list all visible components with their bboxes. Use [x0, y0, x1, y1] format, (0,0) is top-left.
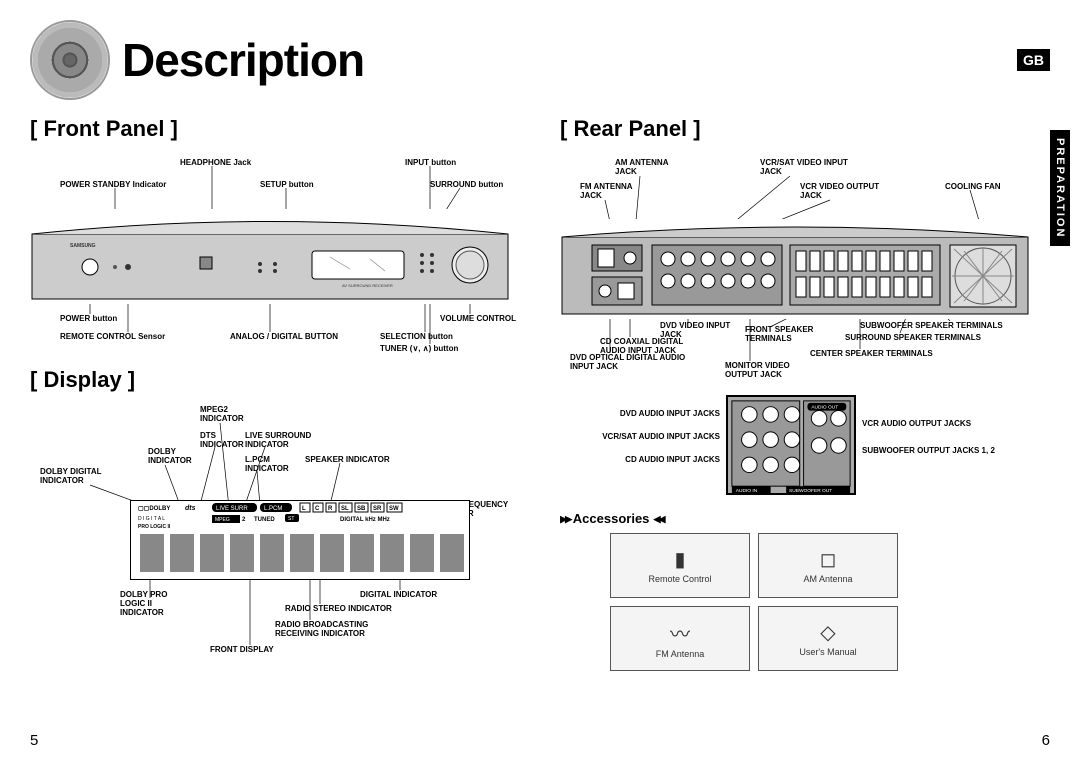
label-dvd-optical: DVD OPTICAL DIGITAL AUDIO INPUT JACK — [570, 353, 685, 371]
speaker-illustration-icon — [30, 20, 110, 100]
svg-text:L.PCM: L.PCM — [264, 506, 282, 512]
svg-text:SL: SL — [341, 506, 349, 512]
svg-text:R: R — [328, 506, 333, 512]
brand-text: SAMSUNG — [70, 243, 96, 249]
front-panel-heading: [ Front Panel ] — [30, 116, 530, 142]
label-dolby-pl2: DOLBY PRO LOGIC II INDICATOR — [120, 590, 167, 617]
label-center-term: CENTER SPEAKER TERMINALS — [810, 349, 933, 358]
svg-text:TUNED: TUNED — [254, 517, 275, 523]
label-dvd-audio: DVD AUDIO INPUT JACKS — [560, 409, 720, 418]
remote-icon: ▮ — [674, 547, 685, 572]
svg-text:dts: dts — [185, 505, 196, 512]
label-cd-audio: CD AUDIO INPUT JACKS — [560, 455, 720, 464]
audio-jacks-detail: DVD AUDIO INPUT JACKS VCR/SAT AUDIO INPU… — [560, 395, 1040, 495]
accessory-am-ant: ◻ AM Antenna — [758, 533, 898, 598]
label-monitor-out: MONITOR VIDEO OUTPUT JACK — [725, 361, 790, 379]
label-selection: SELECTION button — [380, 332, 453, 341]
rear-panel-diagram: AM ANTENNA JACK VCR/SAT VIDEO INPUT JACK… — [560, 154, 1040, 389]
page-title: Description — [122, 33, 364, 87]
accessory-label: Remote Control — [648, 574, 711, 584]
accessories-grid: ▮Remote Control ◻AM Antenna 〰FM Antenna … — [610, 533, 1040, 671]
accessories-title: Accessories — [573, 511, 650, 526]
label-front-spk: FRONT SPEAKER TERMINALS — [745, 325, 813, 343]
label-power-button: POWER button — [60, 314, 117, 323]
label-sub-term: SUBWOOFER SPEAKER TERMINALS — [860, 321, 1003, 330]
front-panel-diagram: HEADPHONE Jack INPUT button POWER STANDB… — [30, 154, 530, 359]
svg-text:SR: SR — [373, 506, 382, 512]
accessory-label: User's Manual — [799, 647, 856, 657]
svg-text:LIVE SURR: LIVE SURR — [216, 506, 248, 512]
fm-antenna-icon: 〰 — [670, 618, 690, 647]
svg-text:L: L — [302, 506, 306, 512]
svg-text:D I G I T A L: D I G I T A L — [138, 516, 165, 522]
svg-text:SB: SB — [357, 506, 366, 512]
svg-text:AUDIO OUT: AUDIO OUT — [811, 405, 838, 411]
manual-icon: ◇ — [820, 620, 835, 645]
label-tuner: TUNER (∨, ∧) button — [380, 344, 458, 353]
svg-text:DIGITAL kHz MHz: DIGITAL kHz MHz — [340, 517, 390, 523]
accessory-label: AM Antenna — [803, 574, 852, 584]
label-front-disp: FRONT DISPLAY — [210, 645, 274, 654]
language-tag: GB — [1017, 49, 1050, 71]
label-vcrsat-audio: VCR/SAT AUDIO INPUT JACKS — [560, 432, 720, 441]
am-antenna-icon: ◻ — [820, 547, 837, 572]
accessory-fm-ant: 〰 FM Antenna — [610, 606, 750, 671]
label-volume: VOLUME CONTROL — [440, 314, 516, 323]
label-sub-out: SUBWOOFER OUTPUT JACKS 1, 2 — [862, 446, 1022, 455]
display-diagram: MPEG2 INDICATOR DTS INDICATOR LIVE SURRO… — [30, 405, 530, 700]
svg-text:MPEG: MPEG — [215, 517, 230, 523]
display-heading: [ Display ] — [30, 367, 530, 393]
page-number-right: 6 — [1042, 732, 1050, 749]
accessory-label: FM Antenna — [656, 649, 705, 659]
svg-text:AV SURROUND RECEIVER: AV SURROUND RECEIVER — [342, 283, 393, 288]
svg-text:AUDIO IN: AUDIO IN — [736, 488, 758, 494]
label-remote-sensor: REMOTE CONTROL Sensor — [60, 332, 165, 341]
svg-text:▢▢DOLBY: ▢▢DOLBY — [138, 506, 170, 512]
accessory-remote: ▮ Remote Control — [610, 533, 750, 598]
arrow-left-icon: ◀◀ — [653, 512, 663, 527]
arrow-right-icon: ▶▶ — [560, 512, 570, 527]
svg-text:ST: ST — [288, 516, 294, 522]
rear-panel-heading: [ Rear Panel ] — [560, 116, 1040, 142]
label-analog-dig: ANALOG / DIGITAL BUTTON — [230, 332, 338, 341]
svg-text:SW: SW — [389, 506, 399, 512]
page-number-left: 5 — [30, 732, 38, 749]
label-vcr-audio-out: VCR AUDIO OUTPUT JACKS — [862, 419, 1022, 428]
label-radio-st: RADIO STEREO INDICATOR — [285, 604, 392, 613]
svg-text:C: C — [315, 506, 320, 512]
accessory-manual: ◇ User's Manual — [758, 606, 898, 671]
label-surr-term: SURROUND SPEAKER TERMINALS — [845, 333, 981, 342]
svg-text:SUBWOOFER OUT: SUBWOOFER OUT — [789, 488, 832, 494]
section-side-tab: PREPARATION — [1050, 130, 1070, 246]
label-radio-bc: RADIO BROADCASTING RECEIVING INDICATOR — [275, 620, 368, 638]
svg-text:PRO LOGIC II: PRO LOGIC II — [138, 524, 171, 530]
label-digital: DIGITAL INDICATOR — [360, 590, 437, 599]
accessories-heading: ▶▶ Accessories ◀◀ — [560, 511, 1040, 527]
